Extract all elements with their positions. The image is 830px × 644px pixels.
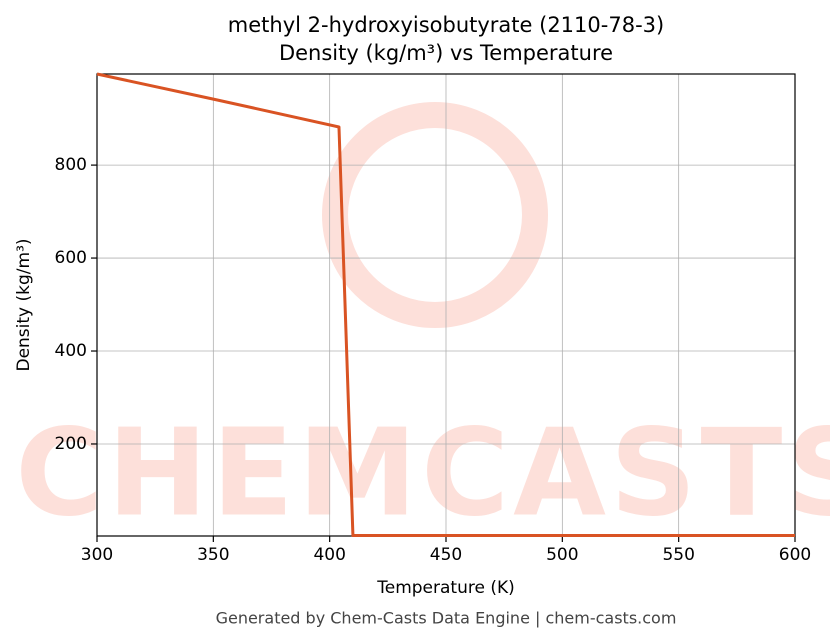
watermark-ring xyxy=(322,102,548,328)
footer: Generated by Chem-Casts Data Engine | ch… xyxy=(216,609,677,628)
x-tick-label: 300 xyxy=(81,545,113,565)
watermark: CHEMCASTS xyxy=(15,102,830,544)
y-tick-label: 200 xyxy=(55,434,87,454)
x-tick-label: 600 xyxy=(779,545,811,565)
x-tick-label: 550 xyxy=(662,545,694,565)
chart-subtitle: Density (kg/m³) vs Temperature xyxy=(279,41,613,65)
x-tick-label: 400 xyxy=(313,545,345,565)
y-axis-label: Density (kg/m³) xyxy=(14,238,34,371)
x-tick-label: 500 xyxy=(546,545,578,565)
data-line xyxy=(96,72,795,538)
x-tick-label: 450 xyxy=(430,545,462,565)
y-tick-label: 400 xyxy=(55,341,87,361)
x-axis-label: Temperature (K) xyxy=(376,578,515,598)
watermark-text: CHEMCASTS xyxy=(15,405,830,544)
y-tick-label: 800 xyxy=(55,155,87,175)
x-tick-label: 350 xyxy=(197,545,229,565)
y-tick-label: 600 xyxy=(55,248,87,268)
chart-title: methyl 2-hydroxyisobutyrate (2110-78-3) xyxy=(228,13,664,37)
